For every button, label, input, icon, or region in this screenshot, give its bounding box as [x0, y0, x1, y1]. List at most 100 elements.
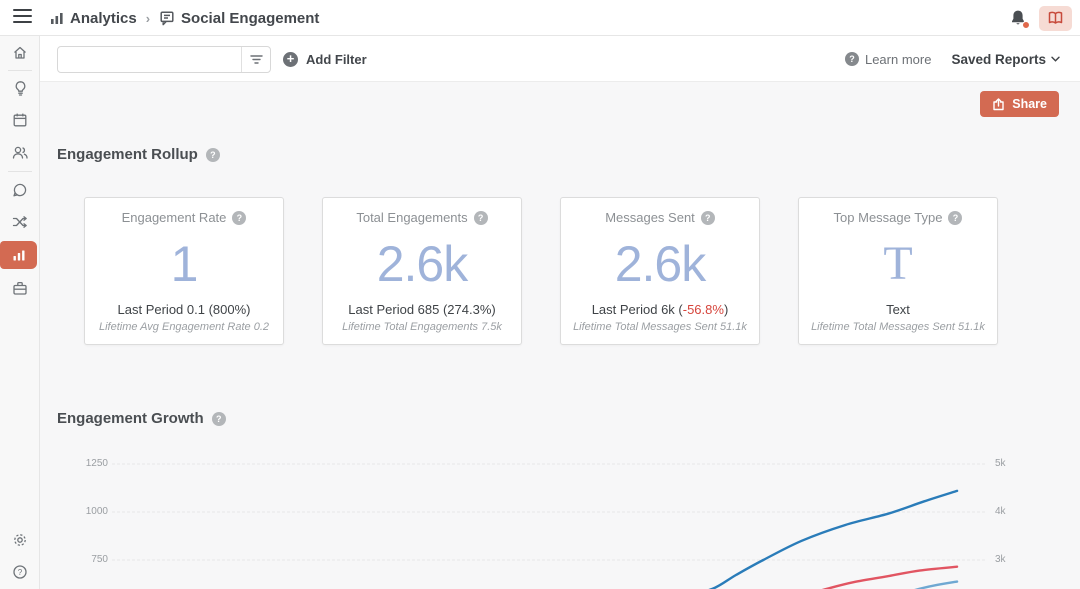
axis-tick-label: 3k: [995, 554, 1006, 565]
sidebar-item-publishing[interactable]: [4, 206, 36, 238]
metric-card-total-engagements: Total Engagements ? 2.6k Last Period 685…: [322, 197, 522, 345]
last-period-text: Last Period 685 (274.3%): [348, 302, 496, 317]
card-title: Messages Sent ?: [605, 210, 715, 225]
saved-reports-dropdown[interactable]: Saved Reports: [951, 52, 1060, 67]
bar-chart-icon: [50, 11, 64, 25]
last-period-suffix: ): [723, 302, 729, 317]
growth-chart-svg[interactable]: [112, 440, 985, 589]
question-mark-icon[interactable]: ?: [948, 210, 963, 225]
saved-reports-label: Saved Reports: [951, 51, 1046, 67]
chart-right-axis-labels: 5k 4k 3k: [995, 440, 1035, 589]
notification-dot: [1022, 21, 1030, 29]
axis-tick-label: 750: [91, 554, 108, 565]
lifetime-text: Lifetime Total Engagements 7.5k: [342, 321, 502, 333]
metric-card-top-message-type: Top Message Type ? T Text Lifetime Total…: [798, 197, 998, 345]
card-title: Engagement Rate ?: [122, 210, 247, 225]
metric-card-messages-sent: Messages Sent ? 2.6k Last Period 6k (-56…: [560, 197, 760, 345]
last-period-text: Last Period 6k (-56.8%): [592, 302, 729, 317]
value-caption: Text: [886, 302, 910, 317]
sidebar-item-ideas[interactable]: [4, 72, 36, 104]
top-bar: Analytics › Social Engagement: [0, 0, 1080, 36]
card-value-area: T: [807, 225, 989, 302]
breadcrumb-social-engagement[interactable]: Social Engagement: [159, 10, 319, 27]
sidebar-item-help[interactable]: ?: [4, 556, 36, 588]
notifications-bell-icon[interactable]: [1009, 9, 1030, 29]
sidebar: ?: [0, 36, 40, 589]
growth-title-text: Engagement Growth: [57, 410, 204, 427]
card-title-text: Engagement Rate: [121, 210, 227, 225]
rollup-section-title: Engagement Rollup ?: [57, 146, 220, 163]
help-book-button[interactable]: [1039, 5, 1072, 31]
search-input[interactable]: [58, 47, 241, 72]
lifetime-text: Lifetime Total Messages Sent 51.1k: [811, 321, 985, 333]
card-title-text: Messages Sent: [605, 210, 695, 225]
sidebar-item-settings[interactable]: [4, 524, 36, 556]
breadcrumb-page-label: Social Engagement: [181, 9, 320, 27]
sidebar-divider: [8, 70, 32, 71]
lifetime-text: Lifetime Total Messages Sent 51.1k: [573, 321, 747, 333]
chevron-right-icon: ›: [145, 10, 151, 26]
search-group: [57, 46, 271, 73]
sidebar-item-reports-active[interactable]: [0, 241, 37, 269]
add-filter-label: Add Filter: [306, 51, 367, 67]
metric-value: 1: [170, 235, 199, 292]
message-board-icon: [159, 10, 175, 26]
last-period-prefix: Last Period 6k (: [591, 302, 683, 317]
last-period-text: Last Period 0.1 (800%): [117, 302, 251, 317]
card-value-area: 2.6k: [569, 225, 751, 302]
card-title: Top Message Type ?: [834, 210, 963, 225]
chart-left-axis-labels: 1250 1000 750: [40, 440, 108, 589]
question-mark-icon[interactable]: ?: [232, 210, 247, 225]
sidebar-item-messages[interactable]: [4, 174, 36, 206]
lifetime-text: Lifetime Avg Engagement Rate 0.2: [99, 321, 269, 333]
metric-value: 2.6k: [614, 235, 707, 292]
share-button[interactable]: Share: [980, 91, 1059, 117]
question-mark-icon[interactable]: ?: [211, 411, 226, 426]
add-filter-button[interactable]: + Add Filter: [283, 36, 367, 82]
question-mark-icon: ?: [844, 52, 859, 66]
filterbar-right: ? Learn more Saved Reports: [844, 36, 1060, 82]
question-mark-icon[interactable]: ?: [205, 147, 220, 162]
share-icon: [993, 97, 1004, 110]
axis-tick-label: 4k: [995, 506, 1006, 517]
share-label: Share: [1012, 97, 1047, 111]
plus-circle-icon: +: [283, 51, 298, 67]
question-mark-icon[interactable]: ?: [700, 210, 715, 225]
filter-bar: + Add Filter ? Learn more Saved Reports: [40, 36, 1080, 82]
sidebar-item-calendar[interactable]: [4, 104, 36, 136]
rollup-title-text: Engagement Rollup: [57, 146, 198, 163]
topbar-right: [1009, 0, 1072, 36]
learn-more-link[interactable]: ? Learn more: [844, 51, 932, 67]
metric-value: 2.6k: [376, 235, 469, 292]
axis-tick-label: 1250: [85, 458, 108, 469]
card-title-text: Top Message Type: [833, 210, 943, 225]
negative-delta: -56.8%: [682, 302, 724, 317]
axis-tick-label: 5k: [995, 458, 1006, 469]
filter-options-button[interactable]: [241, 47, 270, 72]
learn-more-label: Learn more: [864, 51, 932, 67]
breadcrumb-section-label: Analytics: [70, 9, 137, 27]
card-title: Total Engagements ?: [356, 210, 488, 225]
breadcrumb: Analytics › Social Engagement: [50, 0, 319, 36]
chart-line-series-red: [821, 565, 959, 589]
card-value-area: 2.6k: [331, 225, 513, 302]
question-mark-icon[interactable]: ?: [473, 210, 488, 225]
sidebar-divider: [8, 171, 32, 172]
card-title-text: Total Engagements: [356, 210, 468, 225]
chevron-down-icon: [1051, 56, 1060, 62]
breadcrumb-analytics[interactable]: Analytics: [50, 10, 137, 27]
svg-text:?: ?: [18, 568, 23, 577]
sidebar-item-business[interactable]: [4, 272, 36, 304]
metric-value: T: [883, 236, 913, 290]
card-value-area: 1: [93, 225, 275, 302]
axis-tick-label: 1000: [85, 506, 108, 517]
metric-card-engagement-rate: Engagement Rate ? 1 Last Period 0.1 (800…: [84, 197, 284, 345]
engagement-growth-chart: 1250 1000 750 5k 4k 3k: [40, 440, 1080, 589]
hamburger-menu-icon[interactable]: [13, 9, 32, 27]
chart-line-series-dark-blue: [708, 489, 959, 589]
sidebar-item-home[interactable]: [4, 37, 36, 69]
chart-line-series-light-blue: [914, 580, 959, 589]
growth-section-title: Engagement Growth ?: [57, 410, 226, 427]
sidebar-item-audience[interactable]: [4, 136, 36, 168]
